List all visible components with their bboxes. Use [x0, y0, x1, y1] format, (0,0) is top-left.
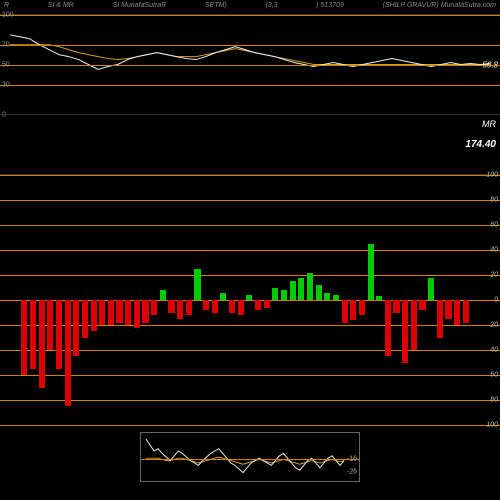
mr-bar	[194, 175, 202, 424]
mr-bar	[410, 175, 418, 424]
mr-bar	[306, 175, 314, 424]
mr-bar	[211, 175, 219, 424]
mr-axis-label: 40	[490, 247, 498, 254]
mr-axis-label: 20	[490, 322, 498, 329]
mr-axis-label: 80	[490, 397, 498, 404]
mr-bar	[237, 175, 245, 424]
mr-bar	[168, 175, 176, 424]
mr-bar	[427, 175, 435, 424]
mr-bar	[72, 175, 80, 424]
rsi-axis-label: 50	[2, 62, 10, 69]
mr-axis-label: 40	[490, 347, 498, 354]
mr-bar	[228, 175, 236, 424]
mr-bar	[38, 175, 46, 424]
mr-bar	[393, 175, 401, 424]
mr-bar	[176, 175, 184, 424]
mr-bar	[323, 175, 331, 424]
price-value: 174.40	[465, 139, 496, 150]
chart-header: R SI & MR SI MunafaSutraR SETM) (3,3 ) 5…	[0, 0, 500, 14]
mr-bar	[419, 175, 427, 424]
rsi-panel: 50.8 1007050300	[0, 14, 500, 114]
mr-bar	[81, 175, 89, 424]
hdr-r: (SHILP GRAVUR) MunafaSutra.com	[383, 2, 496, 12]
hdr-l1: R	[4, 2, 9, 12]
mr-bar	[55, 175, 63, 424]
mr-axis-label: 0	[494, 297, 498, 304]
mr-axis-label: 60	[490, 222, 498, 229]
mr-bar	[462, 175, 470, 424]
mr-bar	[116, 175, 124, 424]
price-panel: MR 174.40	[0, 114, 500, 174]
mr-bar	[384, 175, 392, 424]
mr-bar	[159, 175, 167, 424]
mr-bar	[315, 175, 323, 424]
rsi-axis-label: 70	[2, 42, 10, 49]
mr-bar	[298, 175, 306, 424]
mini-oscillator-panel: -16 -26	[140, 432, 360, 482]
mr-bar	[332, 175, 340, 424]
mr-bar	[46, 175, 54, 424]
mr-bar	[124, 175, 132, 424]
mr-bar	[436, 175, 444, 424]
mr-bar	[375, 175, 383, 424]
mr-label: MR	[482, 119, 496, 129]
mr-bar	[280, 175, 288, 424]
mr-bar	[64, 175, 72, 424]
hdr-m2: ) 513709	[316, 2, 344, 12]
mini-axis-label: -26	[347, 468, 357, 475]
hdr-m1: (3,3	[265, 2, 277, 12]
mr-bar	[107, 175, 115, 424]
mr-bar	[90, 175, 98, 424]
mr-bar	[358, 175, 366, 424]
rsi-axis-label: 100	[2, 12, 14, 19]
hdr-l3: SI MunafaSutraR	[113, 2, 167, 12]
mr-bar	[246, 175, 254, 424]
mr-bar	[21, 175, 29, 424]
mr-bar	[289, 175, 297, 424]
mr-bar	[254, 175, 262, 424]
mr-bar	[142, 175, 150, 424]
mr-bar	[133, 175, 141, 424]
hdr-l4: SETM)	[205, 2, 227, 12]
mini-line-chart	[141, 433, 359, 481]
mr-axis-label: 60	[490, 372, 498, 379]
mr-bar	[150, 175, 158, 424]
mr-axis-label: 80	[490, 197, 498, 204]
mr-bar	[453, 175, 461, 424]
mr-axis-label: 100	[486, 422, 498, 429]
mr-bar	[341, 175, 349, 424]
mr-bars-panel: 10080604020020406080100	[0, 174, 500, 424]
mr-bar	[263, 175, 271, 424]
mr-bar	[401, 175, 409, 424]
mr-bar	[349, 175, 357, 424]
mr-bar	[29, 175, 37, 424]
mr-bar	[98, 175, 106, 424]
mr-bar	[272, 175, 280, 424]
mr-bar	[202, 175, 210, 424]
mr-bar	[185, 175, 193, 424]
mini-axis-label: -16	[347, 456, 357, 463]
mr-bar	[367, 175, 375, 424]
mr-axis-label: 100	[486, 172, 498, 179]
mr-bar	[445, 175, 453, 424]
rsi-axis-label: 30	[2, 82, 10, 89]
mr-axis-label: 20	[490, 272, 498, 279]
hdr-l2: SI & MR	[48, 2, 74, 12]
mr-bar	[220, 175, 228, 424]
